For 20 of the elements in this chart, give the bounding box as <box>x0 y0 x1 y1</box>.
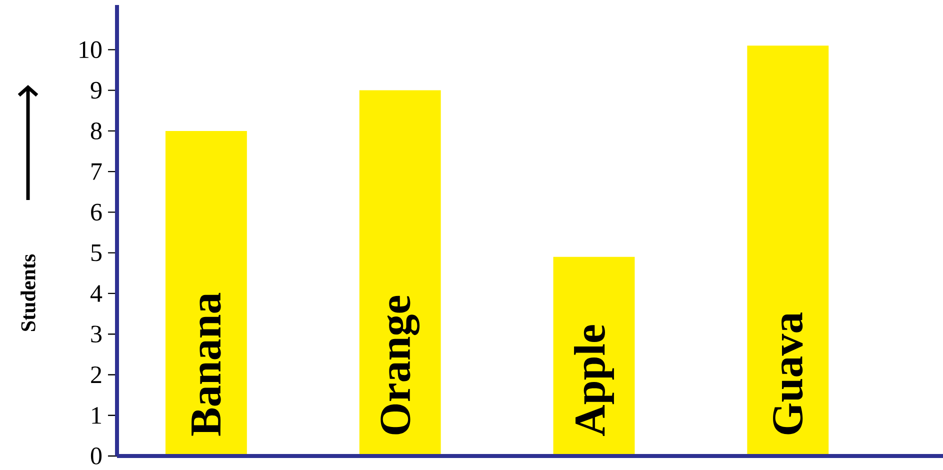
y-axis-title: Students <box>20 254 36 331</box>
bar <box>165 130 247 456</box>
x-tick-label: Apple <box>574 325 614 436</box>
y-tick-label: 1 <box>92 407 101 424</box>
y-tick-label: 6 <box>91 204 102 221</box>
bar <box>747 46 829 456</box>
bar <box>359 90 441 456</box>
x-tick-label: Guava <box>773 312 803 434</box>
y-tick-label: 5 <box>91 244 102 262</box>
y-tick-label: 10 <box>80 41 102 58</box>
y-tick-label: 4 <box>90 285 102 302</box>
bar <box>553 256 635 456</box>
y-tick-label: 8 <box>90 122 102 140</box>
x-tick-label: Banana <box>192 292 221 436</box>
y-tick-label: 0 <box>90 448 102 464</box>
y-tick-label: 3 <box>91 326 102 342</box>
y-tick-label: 9 <box>90 82 102 99</box>
x-tick-label: Orange <box>380 296 420 434</box>
y-tick-label: 2 <box>91 366 102 383</box>
y-tick-label: 7 <box>92 163 102 180</box>
